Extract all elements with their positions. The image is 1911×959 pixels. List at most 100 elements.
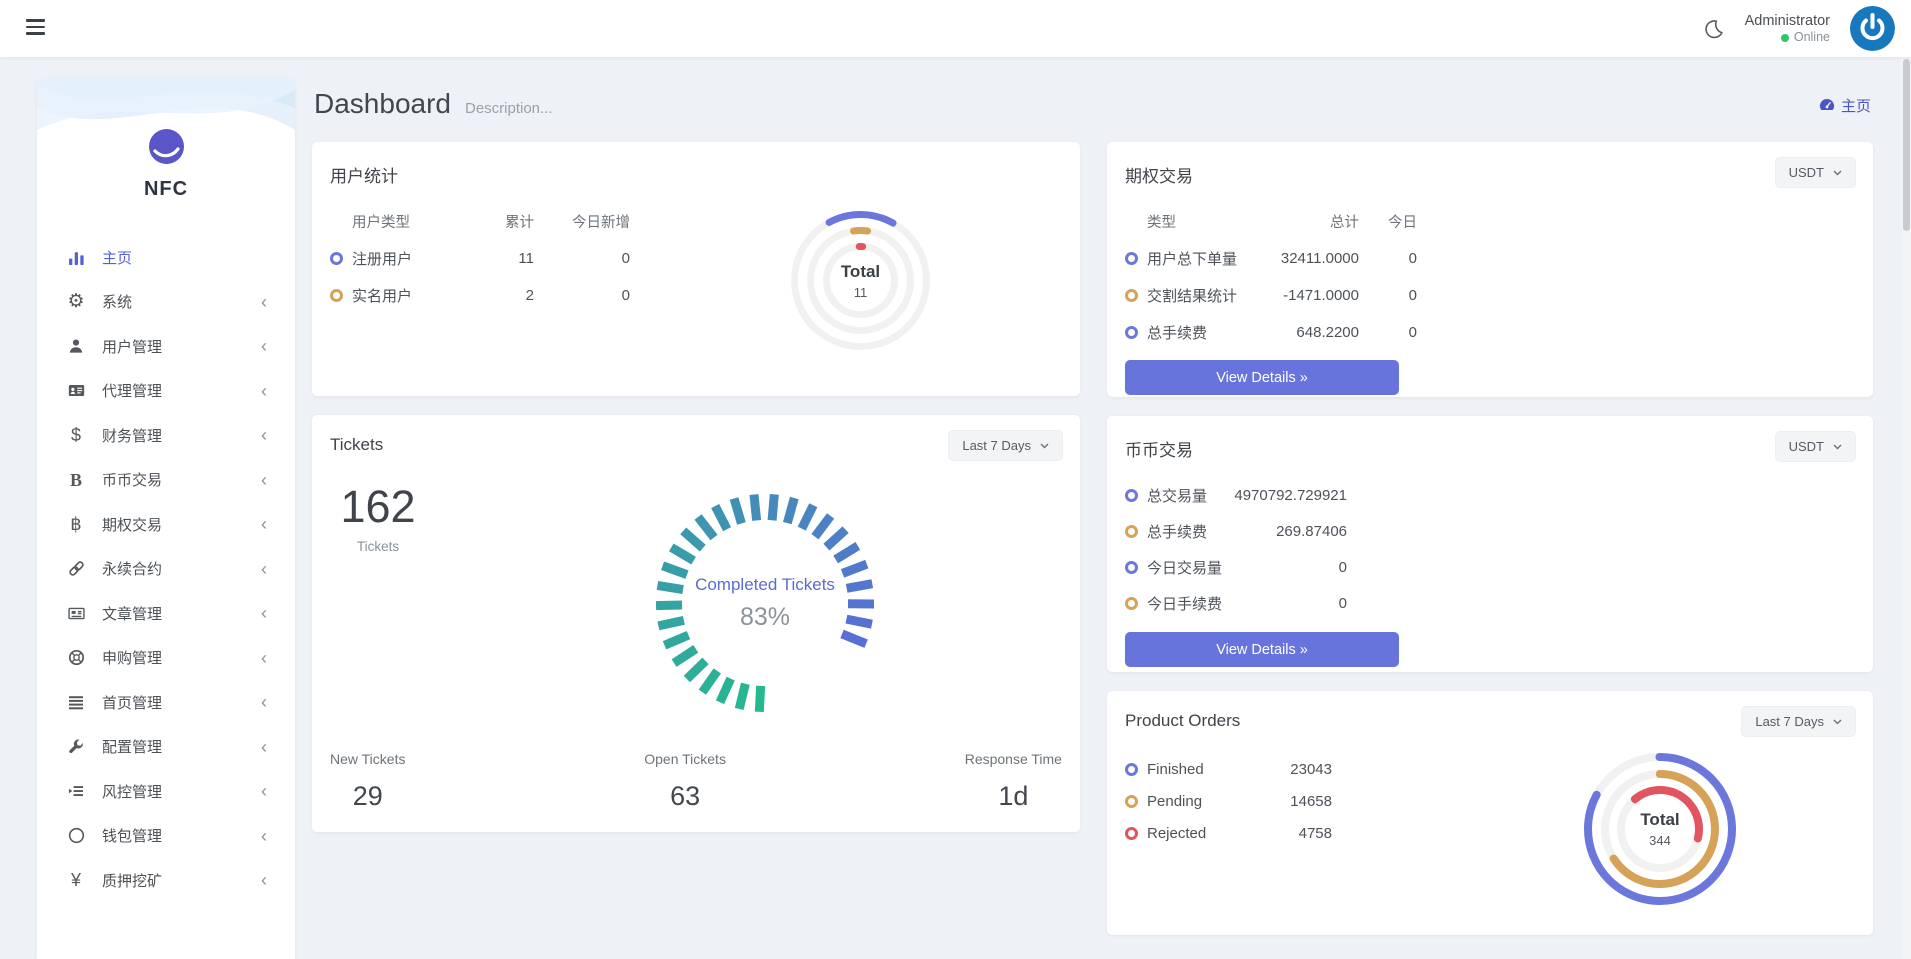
orders-donut-total-value: 344 (1649, 833, 1671, 848)
item-value: 269.87406 (1276, 523, 1347, 540)
list-item: Finished 23043 (1125, 761, 1332, 778)
coin-currency-select[interactable]: USDT (1774, 431, 1856, 462)
sidebar-item-label: 系统 (102, 294, 133, 312)
chevron-left-icon: ‹ (261, 380, 267, 401)
row-today: 0 (621, 287, 630, 304)
chevron-left-icon: ‹ (261, 870, 267, 891)
item-label: Pending (1147, 793, 1203, 810)
main-content: Dashboard Description... 主页 用户统计 用户类型 累计… (312, 78, 1873, 935)
sidebar-item-staking-mining[interactable]: ¥ 质押挖矿 ‹ (37, 858, 295, 903)
card-options-title: 期权交易 (1125, 167, 1193, 186)
item-value: 14658 (1290, 793, 1332, 810)
tickets-total: 162 (340, 481, 416, 532)
table-row: 总手续费 648.2200 0 (1125, 322, 1417, 343)
tickets-gauge-chart: Completed Tickets 83% (645, 483, 885, 723)
item-label: Finished (1147, 761, 1204, 778)
card-tickets-title: Tickets (330, 435, 384, 454)
id-card-icon (65, 382, 87, 399)
sidebar-item-label: 配置管理 (102, 739, 163, 757)
sidebar-item-label: 财务管理 (102, 427, 163, 445)
ticket-stat: Open Tickets 63 (644, 751, 726, 812)
card-options-trading: 期权交易 USDT 类型 总计 今日 用户总下单量 32411.0000 0 交割结果… (1107, 142, 1873, 397)
sidebar-item-system[interactable]: ⚙ 系统 ‹ (37, 280, 295, 325)
sidebar: NFC 主页 ⚙ 系统 ‹ 用户管理 ‹ 代理管理 ‹ $ 财务管理 ‹ B 币币交易 ‹ ฿期权交易 ‹ 永续… (37, 78, 295, 959)
series-marker (1125, 827, 1138, 840)
col-new-today: 今日新增 (572, 215, 630, 231)
series-marker (1125, 289, 1138, 302)
item-value: 0 (1338, 595, 1347, 612)
sidebar-item-risk-management[interactable]: 风控管理 ‹ (37, 769, 295, 814)
sidebar-item-label: 用户管理 (102, 338, 163, 356)
sidebar-item-user-management[interactable]: 用户管理 ‹ (37, 324, 295, 369)
sidebar-item-article-management[interactable]: 文章管理 ‹ (37, 591, 295, 636)
series-marker (1125, 561, 1138, 574)
breadcrumb[interactable]: 主页 (1819, 95, 1871, 116)
coin-view-details-button[interactable]: View Details » (1125, 632, 1399, 667)
sidebar-item-homepage-management[interactable]: 首页管理 ‹ (37, 680, 295, 725)
ticket-stat-value: 29 (352, 781, 383, 811)
chevron-left-icon: ‹ (261, 736, 267, 757)
row-today: 0 (1408, 324, 1417, 341)
sidebar-item-label: 永续合约 (102, 561, 163, 579)
indent-list-icon (65, 783, 87, 799)
page-title: Dashboard (314, 88, 451, 119)
options-view-details-button[interactable]: View Details » (1125, 360, 1399, 395)
list-item: Pending 14658 (1125, 793, 1332, 810)
row-total: -1471.0000 (1283, 287, 1359, 304)
chain-icon (65, 560, 87, 577)
user-stats-donut-chart: Total 11 (778, 198, 943, 363)
orders-range-select[interactable]: Last 7 Days (1741, 706, 1856, 737)
options-currency-select[interactable]: USDT (1774, 157, 1856, 188)
avatar[interactable] (1850, 6, 1895, 51)
list-item: 总手续费 269.87406 (1125, 521, 1347, 542)
sidebar-item-finance-management[interactable]: $ 财务管理 ‹ (37, 413, 295, 458)
chevron-down-icon (1833, 719, 1842, 724)
sidebar-item-subscribe-management[interactable]: 申购管理 ‹ (37, 636, 295, 681)
chevron-left-icon: ‹ (261, 469, 267, 490)
newspaper-icon (65, 605, 87, 622)
series-marker (330, 252, 343, 265)
sidebar-item-label: 文章管理 (102, 605, 163, 623)
yen-icon: ¥ (70, 870, 81, 891)
tickets-range-select[interactable]: Last 7 Days (948, 430, 1063, 461)
wrench-icon (65, 739, 87, 755)
sidebar-item-label: 期权交易 (102, 516, 163, 534)
chevron-left-icon: ‹ (261, 558, 267, 579)
sidebar-item-perpetual-contracts[interactable]: 永续合约 ‹ (37, 547, 295, 592)
user-icon (65, 338, 87, 354)
row-label: 交割结果统计 (1147, 288, 1238, 305)
online-status-dot (1780, 33, 1789, 42)
dark-mode-moon-icon[interactable] (1703, 18, 1725, 40)
sidebar-item-wallet-management[interactable]: 钱包管理 ‹ (37, 814, 295, 859)
sidebar-item-home[interactable]: 主页 (37, 235, 295, 280)
letter-b-icon: B (69, 469, 82, 490)
item-label: 今日交易量 (1147, 560, 1223, 577)
card-coin-trading: 币币交易 USDT 总交易量 4970792.729921 总手续费 269.8740… (1107, 416, 1873, 672)
donut-total-value: 11 (853, 284, 868, 300)
chevron-left-icon: ‹ (261, 647, 267, 668)
sidebar-item-coin-trading[interactable]: B 币币交易 ‹ (37, 458, 295, 503)
chevron-down-icon (1040, 443, 1049, 448)
scrollbar-thumb[interactable] (1903, 59, 1910, 231)
gear-icon: ⚙ (67, 291, 85, 313)
list-item: Rejected 4758 (1125, 825, 1332, 842)
menu-icon[interactable] (26, 19, 45, 35)
sidebar-item-agent-management[interactable]: 代理管理 ‹ (37, 369, 295, 414)
logo-text: NFC (143, 178, 189, 200)
sidebar-item-label: 代理管理 (102, 383, 163, 401)
row-today: 0 (621, 250, 630, 267)
list-icon (65, 694, 87, 710)
table-row: 实名用户 2 0 (330, 285, 630, 306)
sidebar-item-options-trading[interactable]: ฿ 期权交易 ‹ (37, 502, 295, 547)
item-value: 4758 (1298, 825, 1332, 842)
item-value: 4970792.729921 (1234, 487, 1347, 504)
row-label: 用户总下单量 (1147, 251, 1238, 268)
sidebar-item-label: 质押挖矿 (102, 872, 163, 890)
chevron-left-icon: ‹ (261, 825, 267, 846)
series-marker (1125, 795, 1138, 808)
scrollbar-track[interactable] (1902, 57, 1911, 959)
sidebar-item-config-management[interactable]: 配置管理 ‹ (37, 725, 295, 770)
logo-icon (148, 128, 185, 170)
user-info: Administrator Online (1745, 12, 1830, 46)
row-label: 总手续费 (1147, 325, 1208, 342)
